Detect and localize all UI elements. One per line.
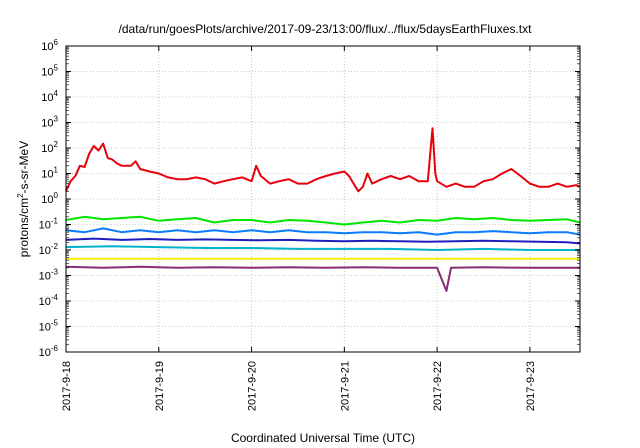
x-tick-label: 2017-9-20 (247, 361, 259, 411)
y-tick-label: 10-3 (39, 268, 59, 283)
x-tick-label: 2017-9-21 (339, 361, 351, 411)
series-group (65, 127, 581, 292)
y-axis-ticks: 10-6 10-5 10-4 10-3 10-2 10-1 100 101 102 103 104 1… (39, 38, 580, 359)
y-tick-label: 10-4 (39, 293, 59, 308)
grid-lines (65, 45, 580, 353)
x-tick-label: 2017-9-19 (154, 361, 166, 411)
x-axis-ticks: 2017-9-18 2017-9-19 2017-9-20 2017-9-21 2017… (61, 46, 537, 411)
y-tick-label: 102 (41, 140, 58, 155)
y-tick-label: 10-6 (39, 344, 59, 359)
series-line-3 (65, 227, 581, 236)
series-line-2 (65, 215, 581, 226)
chart-title: /data/run/goesPlots/archive/2017-09-23/1… (119, 22, 533, 36)
y-tick-label: 101 (41, 166, 58, 181)
series-line-1 (65, 127, 581, 193)
plot-frame (65, 45, 581, 353)
y-tick-label: 10-5 (39, 319, 59, 334)
x-tick-label: 2017-9-18 (61, 361, 73, 411)
series-line-5 (65, 245, 580, 251)
y-tick-label: 10-2 (39, 242, 59, 257)
y-tick-label: 106 (41, 38, 58, 53)
y-tick-label: 100 (41, 191, 58, 206)
x-tick-label: 2017-9-22 (432, 361, 444, 411)
x-axis-label: Coordinated Universal Time (UTC) (231, 431, 415, 445)
y-tick-label: 103 (41, 115, 58, 130)
series-line-7 (65, 265, 580, 292)
y-tick-label: 10-1 (39, 217, 59, 232)
series-line-4 (65, 237, 581, 245)
x-tick-label: 2017-9-23 (525, 361, 537, 411)
y-tick-label: 104 (41, 89, 58, 104)
y-tick-label: 105 (41, 64, 58, 79)
y-axis-label: protons/cm2-s-sr-MeV (16, 141, 31, 257)
